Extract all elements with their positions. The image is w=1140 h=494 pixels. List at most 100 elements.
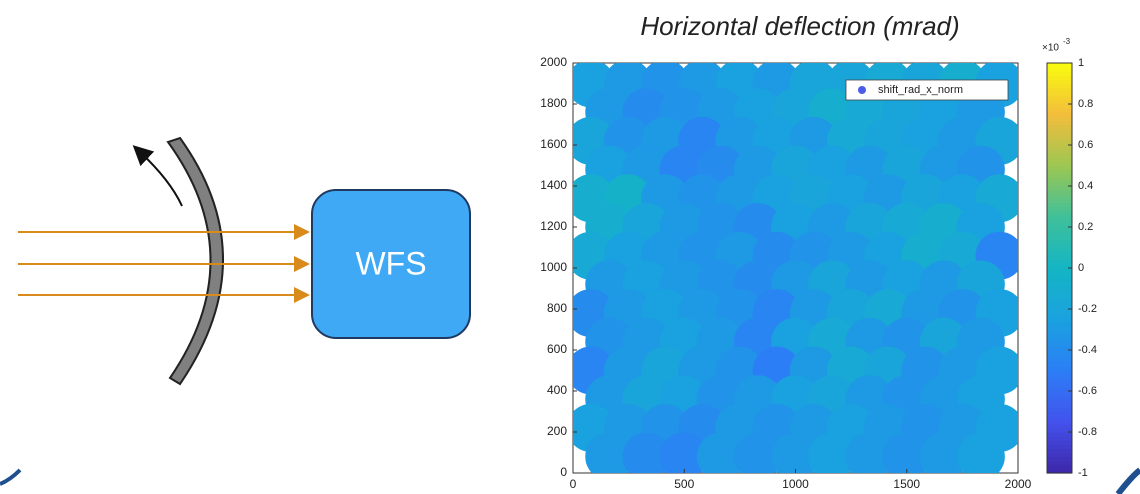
colorbar-segment [1047,112,1072,117]
colorbar-segment [1047,461,1072,466]
colorbar-segment [1047,170,1072,175]
colorbar-segment [1047,137,1072,142]
colorbar-segment [1047,309,1072,314]
x-tick-label: 0 [570,477,577,491]
colorbar-segment [1047,289,1072,294]
y-tick-label: 1600 [540,137,567,151]
colorbar-segment [1047,174,1072,179]
colorbar-segment [1047,252,1072,257]
colorbar-tick-label: 0.4 [1078,180,1093,192]
colorbar-segment [1047,412,1072,417]
corner-decoration [0,470,20,484]
colorbar-segment [1047,133,1072,138]
colorbar-segment [1047,63,1072,68]
colorbar-segment [1047,84,1072,89]
colorbar-segment [1047,338,1072,343]
colorbar-segment [1047,453,1072,458]
colorbar-segment [1047,153,1072,158]
rotation-arrow [140,152,182,206]
colorbar-segment [1047,358,1072,363]
colorbar-segment [1047,362,1072,367]
colorbar-segment [1047,108,1072,113]
colorbar-segment [1047,104,1072,109]
colorbar-tick-label: -0.8 [1078,426,1097,438]
colorbar-segment [1047,334,1072,339]
colorbar-segment [1047,293,1072,298]
x-tick-label: 1000 [782,477,809,491]
colorbar-tick-label: 1 [1078,57,1084,69]
colorbar-segment [1047,371,1072,376]
colorbar-segment [1047,202,1072,207]
colorbar-segment [1047,383,1072,388]
colorbar-segment [1047,178,1072,183]
colorbar-segment [1047,92,1072,97]
colorbar-segment [1047,366,1072,371]
colorbar-segment [1047,420,1072,425]
colorbar-segment [1047,120,1072,125]
colorbar-segment [1047,272,1072,277]
colorbar-segment [1047,407,1072,412]
colorbar-segment [1047,71,1072,76]
colorbar-segment [1047,301,1072,306]
colorbar-segment [1047,436,1072,441]
colorbar-segment [1047,424,1072,429]
colorbar-segment [1047,248,1072,253]
colorbar-segment [1047,268,1072,273]
colorbar-segment [1047,243,1072,248]
colorbar-segment [1047,219,1072,224]
colorbar: -1-0.8-0.6-0.4-0.200.20.40.60.81 [1047,57,1097,479]
legend-marker [858,86,866,94]
colorbar-segment [1047,317,1072,322]
colorbar-segment [1047,194,1072,199]
colorbar-segment [1047,211,1072,216]
colorbar-multiplier: ×10 [1042,43,1059,54]
colorbar-segment [1047,67,1072,72]
legend-label: shift_rad_x_norm [878,84,963,96]
colorbar-segment [1047,161,1072,166]
colorbar-segment [1047,395,1072,400]
colorbar-segment [1047,321,1072,326]
colorbar-tick-label: 0 [1078,262,1084,274]
colorbar-segment [1047,444,1072,449]
corner-decoration [1118,470,1140,494]
colorbar-tick-label: -0.6 [1078,385,1097,397]
colorbar-segment [1047,227,1072,232]
colorbar-segment [1047,448,1072,453]
colorbar-segment [1047,231,1072,236]
colorbar-exponent: -3 [1063,37,1071,46]
y-tick-label: 1000 [540,260,567,274]
colorbar-segment [1047,79,1072,84]
colorbar-segment [1047,260,1072,265]
colorbar-segment [1047,276,1072,281]
x-tick-label: 500 [674,477,694,491]
colorbar-segment [1047,88,1072,93]
colorbar-tick-label: -1 [1078,467,1088,479]
x-tick-label: 1500 [893,477,920,491]
colorbar-segment [1047,190,1072,195]
colorbar-segment [1047,235,1072,240]
points [567,60,1024,481]
colorbar-segment [1047,432,1072,437]
y-tick-label: 0 [560,465,567,479]
y-tick-label: 1400 [540,178,567,192]
y-tick-label: 1800 [540,96,567,110]
colorbar-segment [1047,350,1072,355]
colorbar-tick-label: 0.2 [1078,221,1093,233]
mirror [168,138,223,384]
colorbar-segment [1047,75,1072,80]
x-tick-label: 2000 [1005,477,1032,491]
colorbar-segment [1047,166,1072,171]
y-tick-label: 600 [547,342,567,356]
colorbar-segment [1047,284,1072,289]
wfs-label: WFS [355,245,426,281]
colorbar-segment [1047,440,1072,445]
colorbar-segment [1047,416,1072,421]
y-tick-label: 2000 [540,55,567,69]
colorbar-segment [1047,391,1072,396]
colorbar-segment [1047,125,1072,130]
y-tick-label: 400 [547,383,567,397]
colorbar-segment [1047,198,1072,203]
y-tick-label: 1200 [540,219,567,233]
colorbar-tick-label: 0.6 [1078,139,1093,151]
colorbar-segment [1047,342,1072,347]
